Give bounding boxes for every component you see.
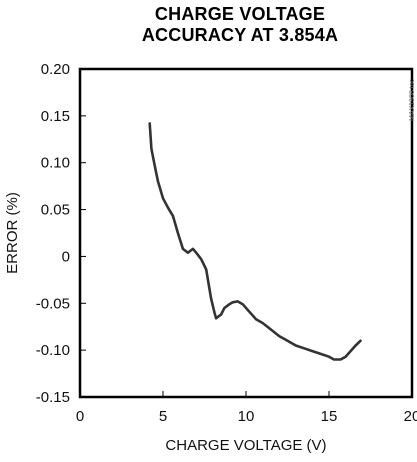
- y-axis-ticks: 0.20 0.15 0.10 0.05 0 -0.05 -0.10 -0.15: [36, 61, 86, 406]
- y-tick-label: -0.10: [36, 342, 70, 359]
- y-tick-label: -0.05: [36, 295, 70, 312]
- plot-frame: [78, 67, 414, 399]
- x-tick-label: 10: [238, 408, 255, 425]
- x-axis-ticks: 0 5 10 15 20: [76, 391, 417, 425]
- y-tick-label: -0.15: [36, 389, 70, 406]
- y-tick-label: 0.20: [41, 61, 70, 78]
- y-tick-label: 0.10: [41, 155, 70, 172]
- series-group: [148, 122, 362, 361]
- x-tick-label: 20: [404, 408, 417, 425]
- series-line: [148, 122, 362, 361]
- chart-title-line-1: CHARGE VOLTAGE: [154, 4, 326, 24]
- y-tick-label: 0.05: [41, 202, 70, 219]
- x-axis-label: CHARGE VOLTAGE (V): [165, 437, 326, 454]
- x-tick-label: 0: [76, 408, 84, 425]
- chart-title-line-2: ACCURACY AT 3.854A: [141, 25, 339, 45]
- y-tick-label: 0: [62, 248, 70, 265]
- x-tick-label: 15: [321, 408, 338, 425]
- y-axis-label: ERROR (%): [4, 192, 21, 274]
- side-note: MAX1908 toc: [409, 78, 416, 121]
- y-tick-label: 0.15: [41, 108, 70, 125]
- x-tick-label: 5: [159, 408, 167, 425]
